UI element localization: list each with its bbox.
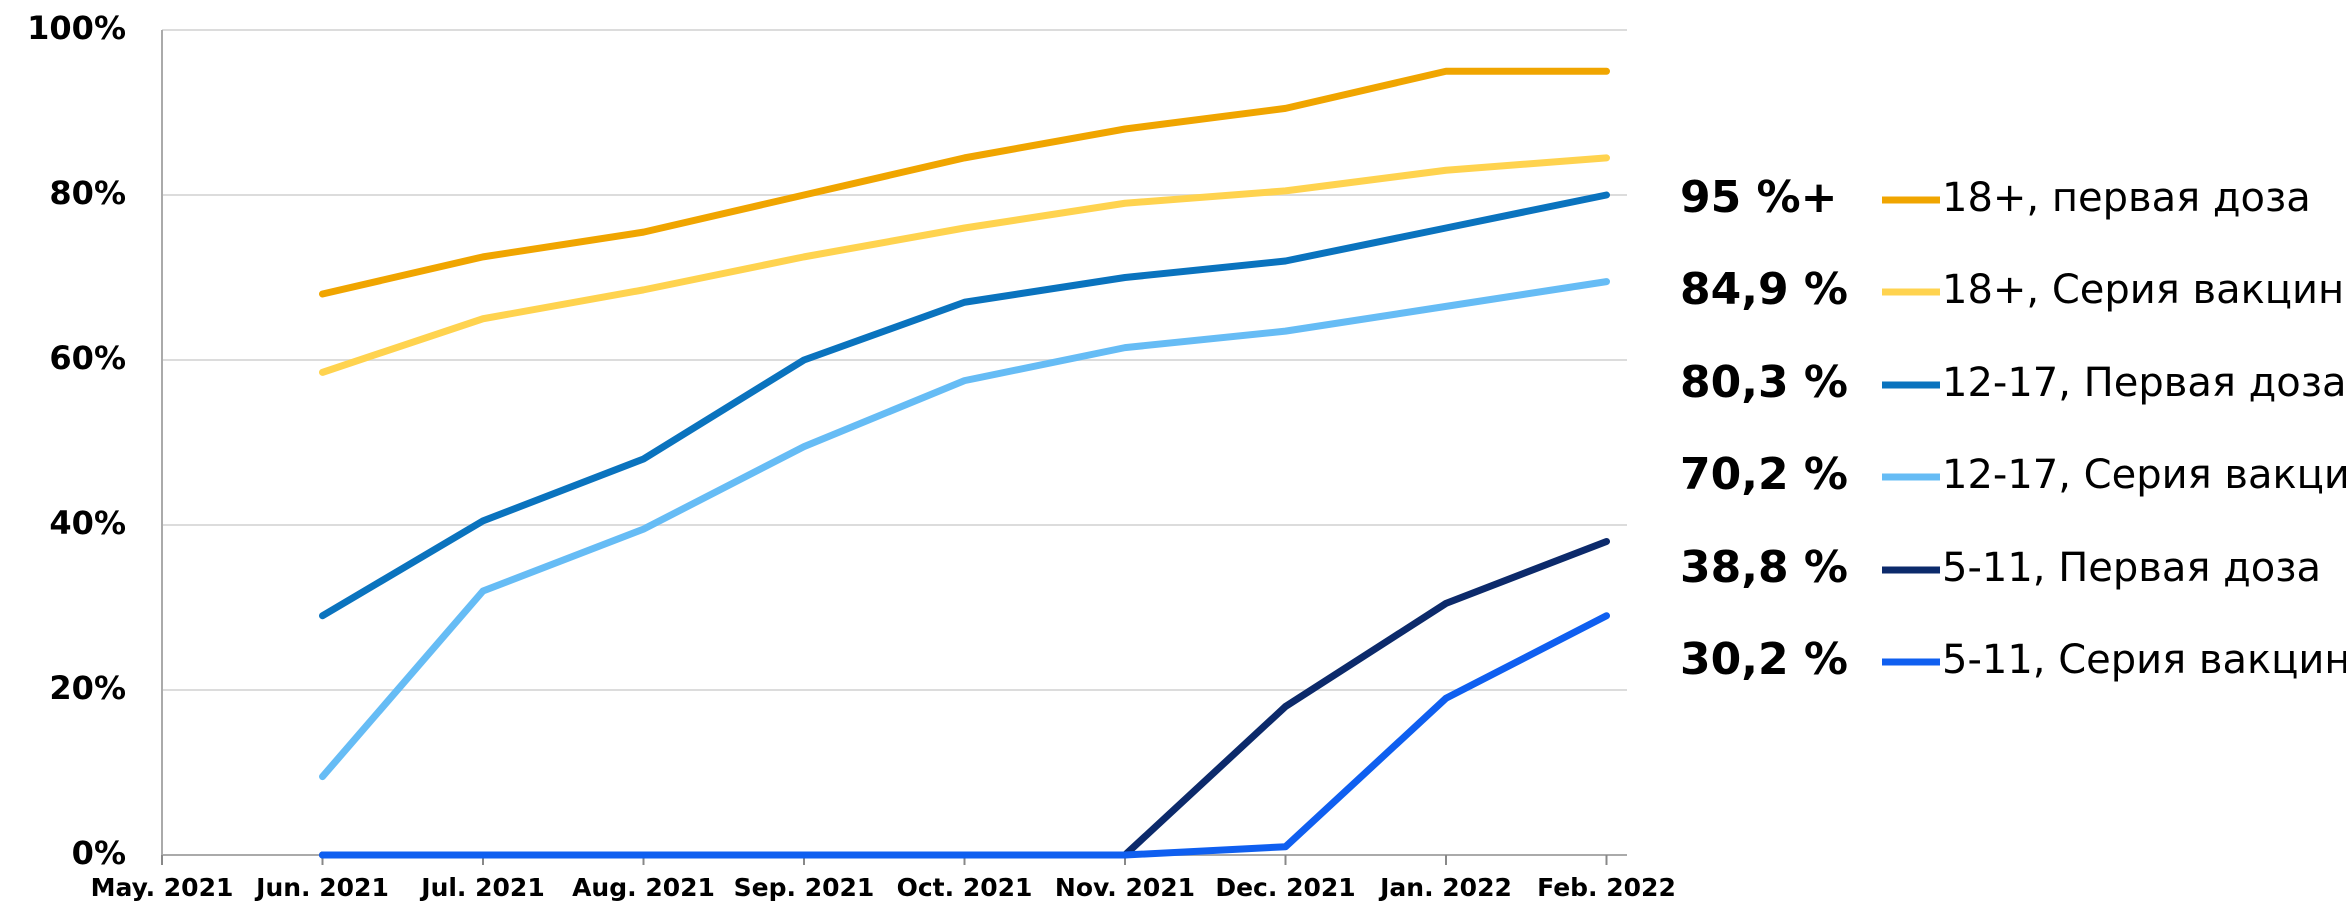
x-tick-label: Dec. 2021: [1215, 873, 1355, 902]
series-line: [319, 612, 1610, 859]
legend-label: 12-17, Первая доза: [1942, 360, 2346, 406]
x-tick-label: Jul. 2021: [419, 873, 544, 902]
legend-annotation: 70,2 %: [1680, 449, 1848, 500]
series-line: [319, 538, 1610, 859]
x-tick-label: Aug. 2021: [572, 873, 715, 902]
legend-label: 18+, Серия вакцин: [1942, 267, 2344, 313]
legend-annotation: 30,2 %: [1680, 634, 1848, 685]
legend-annotation: 95 %+: [1680, 172, 1838, 223]
legend-annotation: 84,9 %: [1680, 264, 1848, 315]
y-tick-label: 60%: [49, 339, 126, 377]
x-tick-label: Oct. 2021: [897, 873, 1033, 902]
x-tick-label: Jun. 2021: [254, 873, 389, 902]
series-line: [319, 191, 1610, 620]
legend-label: 5-11, Серия вакцин: [1942, 637, 2346, 683]
y-tick-label: 80%: [49, 174, 126, 212]
legend-label: 5-11, Первая доза: [1942, 545, 2321, 591]
legend-label: 12-17, Серия вакцин: [1942, 452, 2346, 498]
x-tick-label: Nov. 2021: [1055, 873, 1195, 902]
x-tick-label: Sep. 2021: [734, 873, 875, 902]
legend-annotation: 38,8 %: [1680, 542, 1848, 593]
y-tick-label: 0%: [72, 834, 126, 872]
series-line: [319, 278, 1610, 781]
x-tick-label: May. 2021: [91, 873, 234, 902]
series-line: [319, 154, 1610, 376]
legend-annotation: 80,3 %: [1680, 357, 1848, 408]
y-tick-label: 20%: [49, 669, 126, 707]
legend-label: 18+, первая доза: [1942, 175, 2311, 221]
y-tick-label: 40%: [49, 504, 126, 542]
x-tick-label: Jan. 2022: [1378, 873, 1512, 902]
series-line: [319, 67, 1610, 298]
y-tick-label: 100%: [27, 9, 126, 47]
x-tick-label: Feb. 2022: [1537, 873, 1676, 902]
